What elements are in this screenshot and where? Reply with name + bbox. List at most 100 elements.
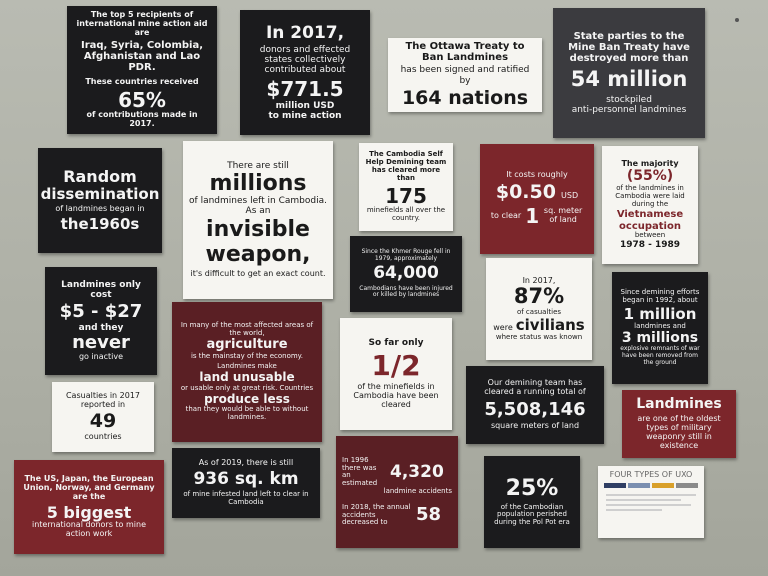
millions-invisible: invisible: [206, 217, 310, 243]
card-self-help-demining: The Cambodia Self Help Demining team has…: [359, 143, 453, 231]
donors5-biggest: 5 biggest: [46, 502, 132, 522]
majority-text: of the landmines in Cambodia were laid d…: [615, 183, 685, 208]
majority-percent: (55%): [626, 168, 674, 185]
since1992-million: 1 million: [623, 305, 697, 324]
civilians-were: were: [493, 322, 513, 332]
accidents-label: landmine accidents: [383, 487, 452, 495]
majority-years: 1978 - 1989: [619, 239, 681, 250]
infested-area: 936 sq. km: [193, 469, 299, 490]
donors2017-text: donors and effected states collectively …: [259, 45, 351, 76]
khmer-caption: Cambodians have been injured or killed b…: [359, 284, 453, 299]
card-running-total: Our demining team has cleared a running …: [466, 366, 604, 444]
donors2017-target: to mine action: [268, 110, 342, 121]
donors2017-year: In 2017,: [265, 23, 345, 44]
card-clearing-cost: It costs roughly $0.50 USD to clear 1 sq…: [480, 144, 594, 254]
selfhelp-number: 175: [385, 183, 427, 208]
card-agriculture: In many of the most affected areas of th…: [172, 302, 322, 442]
card-civilians: In 2017, 87% of casualties were civilian…: [486, 258, 592, 360]
since1992-intro: Since demining efforts began in 1992, ab…: [620, 288, 700, 305]
recipients-countries: Iraq, Syria, Colombia, Afghanistan and L…: [80, 39, 203, 73]
donors2017-amount: $771.5: [266, 77, 344, 102]
oldest-title: Landmines: [636, 396, 722, 413]
civilians-percent: 87%: [513, 284, 565, 309]
millions-weapon: weapon,: [205, 241, 311, 267]
agri-word: agriculture: [206, 337, 288, 353]
civilians-of: of casualties: [516, 308, 562, 316]
polpot-caption: of the Cambodian population perished dur…: [494, 502, 570, 527]
agri-mainstay: is the mainstay of the economy.: [190, 351, 304, 360]
donors5-intro: The US, Japan, the European Union, Norwa…: [23, 473, 155, 501]
random-decade: the1960s: [60, 215, 140, 234]
random-text: of landmines began in: [55, 204, 145, 214]
accidents-1996-number: 4,320: [390, 461, 444, 482]
card-landmine-cost: Landmines only cost $5 - $27 and they ne…: [45, 267, 157, 375]
cheap-range: $5 - $27: [59, 301, 143, 323]
khmer-number: 64,000: [373, 263, 439, 284]
card-accidents: In 1996 there was an estimated 4,320 lan…: [336, 436, 458, 548]
accidents-1996: In 1996 there was an estimated: [342, 455, 378, 488]
stockpile-line2: stockpiled: [606, 94, 652, 105]
card-stockpile: State parties to the Mine Ban Treaty hav…: [553, 8, 705, 138]
millions-text: of landmines left in Cambodia. As an: [189, 196, 327, 217]
since1992-and: landmines and: [634, 321, 686, 330]
polpot-percent: 25%: [505, 475, 559, 501]
uxo-text-lines: [604, 491, 698, 514]
random-dissemination: dissemination: [40, 184, 160, 203]
casualties-number: 49: [89, 410, 117, 433]
agri-unusable: land unusable: [199, 370, 295, 385]
half-caption: of the minefields in Cambodia have been …: [353, 382, 439, 410]
recipients-percent: 65%: [118, 88, 166, 113]
running-intro: Our demining team has cleared a running …: [484, 377, 586, 396]
running-caption: square meters of land: [490, 421, 580, 431]
selfhelp-caption: minefields all over the country.: [366, 206, 446, 222]
card-uxo-types: FOUR TYPES OF UXO: [598, 466, 704, 538]
half-intro: So far only: [368, 337, 424, 348]
ottawa-title: The Ottawa Treaty to Ban Landmines: [405, 41, 525, 64]
selfhelp-intro: The Cambodia Self Help Demining team has…: [365, 150, 447, 182]
stockpile-line3: anti-personnel landmines: [571, 105, 687, 116]
cost-amount: $0.50: [495, 180, 556, 203]
recipients-caption: of contributions made in 2017.: [86, 110, 198, 129]
card-khmer-rouge: Since the Khmer Rouge fell in 1979, appr…: [350, 236, 462, 312]
casualties-countries: countries: [84, 431, 122, 441]
card-casualties-2017: Casualties in 2017 reported in 49 countr…: [52, 382, 154, 452]
accidents-2018: In 2018, the annual accidents decreased …: [342, 502, 411, 527]
agri-risk: or usable only at great risk. Countries: [180, 383, 314, 392]
cost-one: 1: [525, 203, 540, 228]
recipients-received: These countries received: [85, 77, 199, 87]
infested-caption: of mine infested land left to clear in C…: [183, 490, 309, 506]
agri-make: Landmines make: [217, 362, 277, 371]
recipients-intro: The top 5 recipients of international mi…: [76, 9, 208, 37]
civilians-caption: where status was known: [495, 332, 583, 341]
agri-intro: In many of the most affected areas of th…: [180, 321, 314, 338]
card-half-cleared: So far only 1/2 of the minefields in Cam…: [340, 318, 452, 430]
card-top-recipients: The top 5 recipients of international mi…: [67, 6, 217, 134]
oldest-caption: are one of the oldest types of military …: [637, 413, 721, 450]
civilians-word: civilians: [515, 315, 585, 334]
card-majority: The majority (55%) of the landmines in C…: [602, 146, 698, 264]
card-pol-pot: 25% of the Cambodian population perished…: [484, 456, 580, 548]
millions-intro: There are still: [227, 161, 289, 172]
cost-unit: USD: [561, 190, 579, 200]
cheap-intro: Landmines only cost: [61, 280, 141, 301]
majority-intro: The majority: [621, 159, 679, 169]
cost-intro: It costs roughly: [506, 169, 568, 179]
card-random-dissemination: Random dissemination of landmines began …: [38, 148, 162, 253]
casualties-intro: Casualties in 2017 reported in: [65, 391, 141, 410]
civilians-year: In 2017,: [522, 275, 556, 285]
agri-caption: than they would be able to without landm…: [185, 404, 309, 421]
half-fraction: 1/2: [371, 348, 421, 382]
ottawa-nations: 164 nations: [401, 86, 529, 109]
cheap-inactive: go inactive: [78, 351, 124, 361]
cost-sqm: sq. meter of land: [543, 206, 583, 225]
infested-intro: As of 2019, there is still: [198, 458, 294, 468]
stockpile-number: 54 million: [570, 67, 688, 92]
khmer-intro: Since the Khmer Rouge fell in 1979, appr…: [361, 248, 451, 262]
card-infested-land: As of 2019, there is still 936 sq. km of…: [172, 448, 320, 518]
random-word: Random: [63, 166, 137, 186]
donors5-caption: international donors to mine action work: [32, 520, 146, 539]
wall-mark: [735, 18, 739, 22]
ottawa-text: has been signed and ratified by: [400, 65, 530, 86]
accidents-2018-number: 58: [416, 504, 442, 526]
